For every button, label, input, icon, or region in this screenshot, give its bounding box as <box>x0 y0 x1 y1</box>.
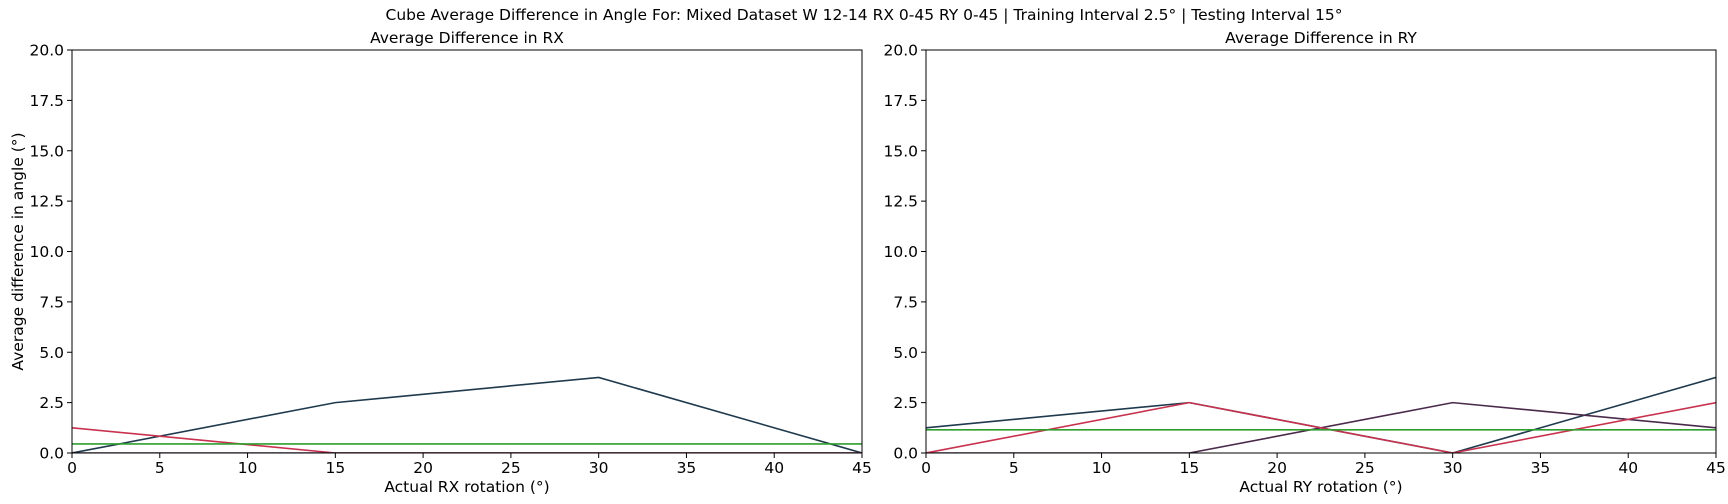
y-tick-label: 15.0 <box>29 142 64 160</box>
x-tick-label: 45 <box>1706 459 1726 477</box>
x-tick-label: 30 <box>1443 459 1463 477</box>
panel-title: Average Difference in RX <box>370 29 564 47</box>
y-tick-label: 10.0 <box>883 243 918 261</box>
series-line-2 <box>72 427 862 453</box>
x-tick-label: 40 <box>1618 459 1638 477</box>
y-tick-label: 7.5 <box>39 293 64 311</box>
axes-frame <box>71 49 863 454</box>
x-tick-label: 35 <box>1531 459 1551 477</box>
x-tick-label: 5 <box>1009 459 1019 477</box>
x-tick-label: 10 <box>238 459 258 477</box>
y-tick-label: 20.0 <box>883 42 918 60</box>
y-tick-label: 2.5 <box>893 394 918 412</box>
y-tick-label: 12.5 <box>29 193 64 211</box>
x-tick-label: 35 <box>677 459 697 477</box>
y-tick-label: 5.0 <box>39 344 64 362</box>
x-tick-label: 0 <box>921 459 931 477</box>
chart-panel-1: 0 5 10 15 20 25 30 35 40 45 0.0 2.5 5.0 7.5 10.0 12.5 15… <box>9 29 872 496</box>
chart-panel-2: 0 5 10 15 20 25 30 35 40 45 0.0 2.5 5.0 7.5 10.0 12.5 15… <box>883 29 1725 496</box>
y-tick-label: 10.0 <box>29 243 64 261</box>
x-tick-label: 45 <box>852 459 872 477</box>
x-tick-label: 25 <box>1355 459 1375 477</box>
series-line-1 <box>72 376 862 453</box>
y-tick-label: 7.5 <box>893 293 918 311</box>
y-tick-label: 17.5 <box>29 92 64 110</box>
x-tick-label: 25 <box>501 459 521 477</box>
x-tick-label: 0 <box>67 459 77 477</box>
x-tick-label: 20 <box>413 459 433 477</box>
x-axis-label: Actual RX rotation (°) <box>384 478 549 496</box>
y-axis-label: Average difference in angle (°) <box>9 132 27 370</box>
x-tick-label: 30 <box>589 459 609 477</box>
axes-frame <box>925 49 1717 454</box>
y-tick-label: 0.0 <box>39 445 64 463</box>
y-tick-label: 17.5 <box>883 92 918 110</box>
panel-title: Average Difference in RY <box>1225 29 1417 47</box>
x-tick-label: 15 <box>1179 459 1199 477</box>
series-line-1 <box>926 376 1716 453</box>
y-tick-label: 15.0 <box>883 142 918 160</box>
x-tick-label: 20 <box>1267 459 1287 477</box>
series-line-3 <box>926 401 1716 453</box>
x-tick-label: 10 <box>1092 459 1112 477</box>
y-tick-label: 0.0 <box>893 445 918 463</box>
x-tick-label: 5 <box>155 459 165 477</box>
y-tick-label: 20.0 <box>29 42 64 60</box>
x-tick-label: 15 <box>325 459 345 477</box>
y-tick-label: 2.5 <box>39 394 64 412</box>
x-tick-label: 40 <box>764 459 784 477</box>
figure-title: Cube Average Difference in Angle For: Mi… <box>385 6 1343 24</box>
y-tick-label: 12.5 <box>883 193 918 211</box>
x-axis-label: Actual RY rotation (°) <box>1239 478 1402 496</box>
y-tick-label: 5.0 <box>893 344 918 362</box>
